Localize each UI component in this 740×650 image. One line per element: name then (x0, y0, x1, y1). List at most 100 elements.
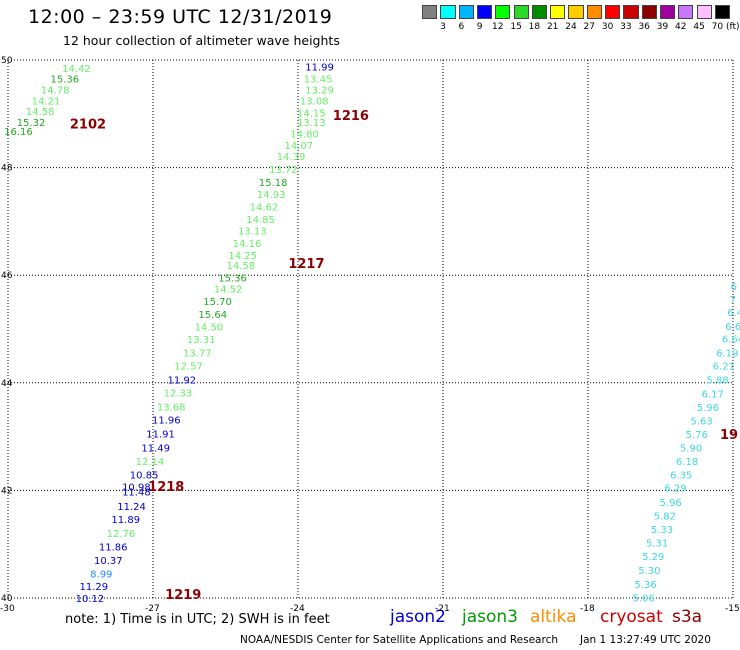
pass-time-label: 1217 (288, 257, 324, 272)
wave-height-value: 11.91 (146, 429, 175, 440)
wave-height-value: 13.08 (300, 96, 329, 107)
legend-swatch (550, 5, 566, 19)
pass-time-label: 1218 (148, 480, 184, 495)
wave-height-value: 14.78 (41, 86, 70, 97)
lat-tick-label: 44 (1, 379, 13, 389)
wave-height-value: 13.72 (269, 165, 298, 176)
wave-height-value: 15.18 (259, 178, 288, 189)
map-grid (7, 59, 734, 599)
wave-height-value: 5.30 (638, 566, 660, 577)
wave-height-value: 10.37 (94, 556, 123, 567)
legend-swatch (641, 5, 657, 19)
wave-height-value: 11.99 (305, 62, 334, 73)
wave-height-value: 5.06 (632, 593, 654, 604)
legend-label: 70 (711, 22, 724, 32)
wave-height-value: 5.96 (697, 403, 719, 414)
wave-height-value: 13.45 (304, 74, 333, 85)
wave-height-value: 13.68 (157, 402, 186, 413)
lat-tick-label: 48 (1, 164, 13, 174)
legend-swatch (440, 5, 456, 19)
legend-swatch (696, 5, 712, 19)
wave-height-value: 14.07 (284, 141, 313, 152)
legend-swatch (659, 5, 676, 19)
legend-label: 9 (476, 22, 483, 32)
wave-height-value: 11.89 (111, 515, 140, 526)
wave-height-value: 14.21 (32, 96, 61, 107)
wave-height-value: 5.63 (690, 416, 712, 427)
wave-height-value: 6.64 (722, 335, 740, 346)
wave-height-value: 15.36 (51, 74, 80, 85)
lat-tick-label: 46 (1, 271, 13, 281)
wave-height-value: 7 (730, 295, 736, 306)
legend-label: 18 (528, 22, 541, 32)
wave-height-value: 14.15 (297, 109, 326, 120)
wave-height-value: 13.29 (305, 86, 334, 97)
wave-height-value: 14.50 (195, 322, 224, 333)
pass-time-label: 2102 (70, 117, 106, 132)
wave-height-value: 13.13 (238, 227, 267, 238)
wave-height-value: 14.58 (26, 107, 55, 118)
lon-tick-label: -27 (145, 604, 160, 614)
wave-height-value: 5.29 (642, 552, 664, 563)
wave-height-value: 5.33 (651, 525, 673, 536)
wave-height-value: 12.76 (107, 529, 136, 540)
legend-swatch (476, 5, 493, 19)
wave-height-value: 14.58 (226, 261, 255, 272)
wave-height-value: 6.29 (664, 484, 686, 495)
wave-height-value: 13.13 (297, 118, 326, 129)
page-title: 12:00 – 23:59 UTC 12/31/2019 (28, 6, 333, 28)
wave-height-value: 10.85 (130, 470, 159, 481)
wave-height-value: 6.19 (716, 349, 738, 360)
legend-label: 3 (440, 22, 446, 32)
wave-height-value: 6.6 (725, 322, 740, 333)
wave-height-value: 14.62 (250, 202, 279, 213)
wave-height-value: 14.80 (290, 130, 319, 141)
legend-swatch (531, 5, 548, 19)
legend-swatch (568, 5, 584, 19)
pass-time-label: 1216 (333, 109, 369, 124)
wave-height-value: 14.25 (228, 251, 257, 262)
wave-height-value: 6.21 (713, 362, 735, 373)
lon-tick-label: -30 (0, 604, 15, 614)
wave-height-value: 14.52 (214, 285, 243, 296)
legend-label: 45 (693, 22, 705, 32)
observation-points: 14.4215.3614.7814.2114.5815.3216.1611.99… (4, 62, 740, 605)
legend-label: 30 (601, 22, 614, 32)
wave-height-value: 11.96 (152, 415, 181, 426)
wave-height-value: 6.18 (676, 457, 698, 468)
wave-height-value: 6.35 (670, 470, 692, 481)
wave-height-value: 14.39 (277, 152, 306, 163)
satellite-s3a: s3a (672, 607, 703, 627)
satellite-altika: altika (530, 607, 577, 627)
wave-height-value: 6 (731, 282, 737, 293)
generated-timestamp: Jan 1 13:27:49 UTC 2020 (580, 634, 711, 646)
axis-ticks: -30 -27 -24 -21 -18 -15 40 42 44 46 48 50 (0, 56, 740, 614)
wave-height-value: 5.36 (634, 580, 656, 591)
wave-height-value: 12.33 (164, 388, 193, 399)
wave-height-value: 16.16 (4, 127, 33, 138)
wave-height-value: 10.12 (76, 594, 105, 605)
wave-height-value: 11.24 (117, 502, 146, 513)
wave-height-value: 6.17 (702, 390, 724, 401)
page-subtitle: 12 hour collection of altimeter wave hei… (63, 33, 340, 48)
wave-height-value: 13.77 (183, 349, 212, 360)
wave-height-value: 8.99 (90, 569, 112, 580)
satellite-cryosat: cryosat (600, 607, 663, 627)
wave-height-value: 15.36 (218, 273, 247, 284)
wave-height-value: 11.86 (99, 542, 128, 553)
wave-height-value: 15.32 (17, 118, 46, 129)
legend-swatch (714, 5, 731, 19)
wave-height-value: 14.16 (233, 239, 262, 250)
satellite-jason3: jason3 (462, 607, 518, 627)
wave-height-value: 13.31 (187, 335, 216, 346)
lon-tick-label: -21 (435, 604, 450, 614)
wave-height-value: 11.48 (122, 487, 151, 498)
lon-tick-label: -15 (725, 604, 740, 614)
lon-tick-label: -18 (580, 604, 595, 614)
wave-height-value: 6.4 (727, 308, 740, 319)
legend-swatch (678, 5, 694, 19)
wave-height-value: 5.82 (654, 512, 676, 523)
lat-tick-label: 40 (1, 594, 13, 604)
legend-swatch (513, 5, 529, 19)
